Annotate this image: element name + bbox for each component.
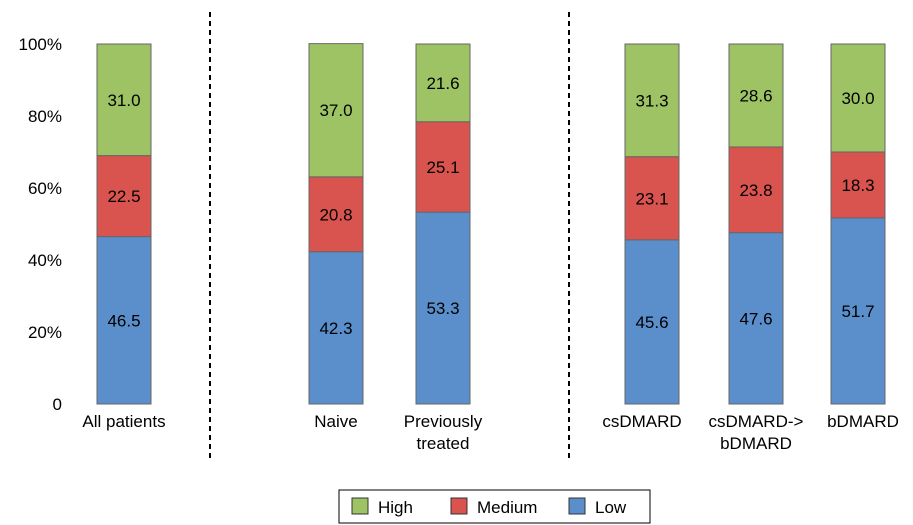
legend-label: Medium	[477, 498, 537, 517]
bar-segment-medium	[728, 146, 784, 234]
bar-segment-high	[728, 43, 784, 148]
data-label: 51.7	[841, 302, 874, 321]
bar-segment-low	[624, 239, 680, 405]
y-tick-label: 60%	[28, 179, 62, 198]
x-tick-label: All patients	[82, 412, 165, 431]
legend-label: High	[378, 498, 413, 517]
data-label: 45.6	[635, 313, 668, 332]
data-label: 20.8	[319, 205, 352, 224]
data-label: 22.5	[107, 187, 140, 206]
data-label: 23.1	[635, 189, 668, 208]
data-label: 37.0	[319, 101, 352, 120]
data-label: 31.3	[635, 91, 668, 110]
legend-box	[338, 489, 651, 524]
legend-item-medium: Medium	[450, 497, 537, 517]
data-label: 31.0	[107, 91, 140, 110]
bar-stack: 47.6 23.8 28.6	[728, 43, 784, 405]
bar-stack: 53.3 25.1 21.6	[415, 43, 471, 405]
bar-segment-high	[308, 43, 364, 178]
bar-stack: 45.6 23.1 31.3	[624, 43, 680, 405]
bar-segment-medium	[308, 176, 364, 253]
bar-stack: 51.7 18.3 30.0	[830, 43, 886, 405]
x-tick-label: bDMARD	[827, 412, 899, 431]
bar-segment-high	[96, 43, 152, 157]
legend-swatch	[450, 497, 468, 515]
y-tick-label: 20%	[28, 323, 62, 342]
bar-segment-low	[308, 251, 364, 405]
legend-swatch	[568, 497, 586, 515]
bar-segment-medium	[624, 156, 680, 241]
x-tick-label: Naive	[314, 412, 357, 431]
bar-segment-high	[415, 43, 471, 123]
data-label: 23.8	[739, 181, 772, 200]
data-label: 46.5	[107, 311, 140, 330]
data-label: 30.0	[841, 89, 874, 108]
legend-label: Low	[595, 498, 627, 517]
data-label: 53.3	[426, 299, 459, 318]
y-tick-label: 40%	[28, 251, 62, 270]
y-tick-label: 100%	[19, 35, 62, 54]
data-label: 21.6	[426, 74, 459, 93]
legend: High Medium Low	[338, 489, 651, 524]
bar-stack: 42.3 20.8 37.0	[308, 43, 364, 405]
bar-segment-low	[728, 232, 784, 405]
bar-stack: 46.5 22.5 31.0	[96, 43, 152, 405]
data-label: 42.3	[319, 319, 352, 338]
legend-item-low: Low	[568, 497, 627, 517]
data-label: 25.1	[426, 158, 459, 177]
data-label: 28.6	[739, 86, 772, 105]
bars: 46.5 22.5 31.0 42.3 20.8 37.0 53.3 25.1 21.6 45.6…	[96, 43, 886, 405]
x-tick-label: csDMARD	[602, 412, 681, 431]
y-axis: 0 20% 40% 60% 80% 100%	[19, 35, 62, 414]
y-tick-label: 0	[53, 395, 62, 414]
data-label: 18.3	[841, 176, 874, 195]
x-tick-label: Previously treated	[404, 412, 483, 453]
group-separators	[209, 12, 570, 460]
legend-item-high: High	[351, 497, 413, 517]
data-label: 47.6	[739, 309, 772, 328]
bar-segment-medium	[96, 155, 152, 238]
bar-segment-high	[624, 43, 680, 158]
bar-segment-medium	[415, 121, 471, 213]
y-tick-label: 80%	[28, 107, 62, 126]
bar-segment-high	[830, 43, 886, 153]
x-axis-labels: All patients Naive Previously treated csDMAR…	[82, 412, 898, 453]
bar-segment-low	[415, 211, 471, 405]
x-tick-label: csDMARD-> bDMARD	[709, 412, 804, 453]
legend-swatch	[351, 497, 369, 515]
